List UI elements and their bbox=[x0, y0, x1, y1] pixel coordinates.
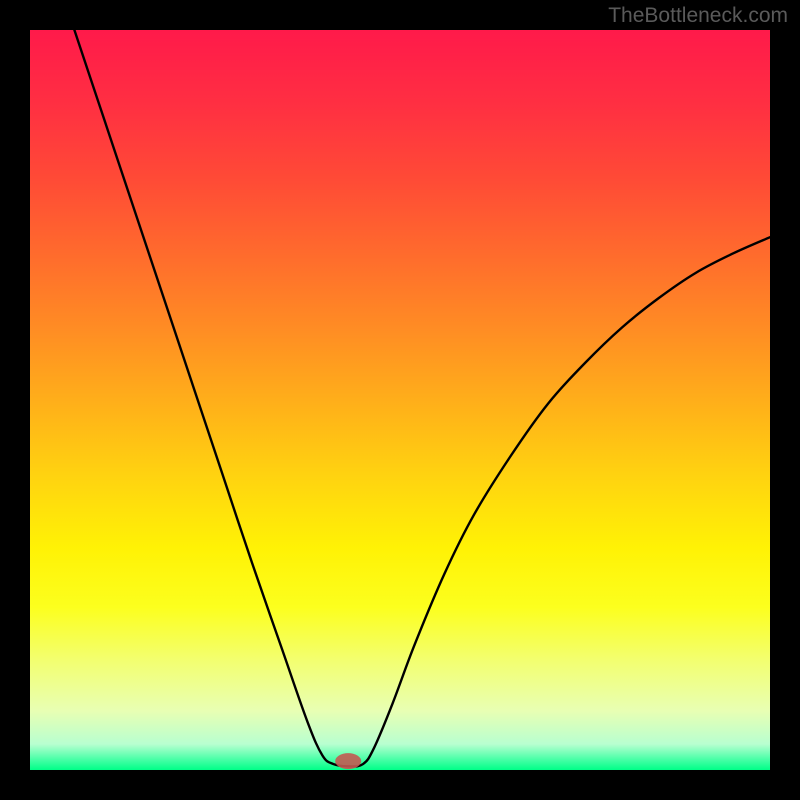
optimal-marker bbox=[335, 753, 361, 769]
gradient-background bbox=[30, 30, 770, 770]
chart-container: TheBottleneck.com bbox=[0, 0, 800, 800]
plot-area bbox=[30, 30, 770, 770]
watermark-text: TheBottleneck.com bbox=[608, 4, 788, 28]
plot-svg bbox=[30, 30, 770, 770]
